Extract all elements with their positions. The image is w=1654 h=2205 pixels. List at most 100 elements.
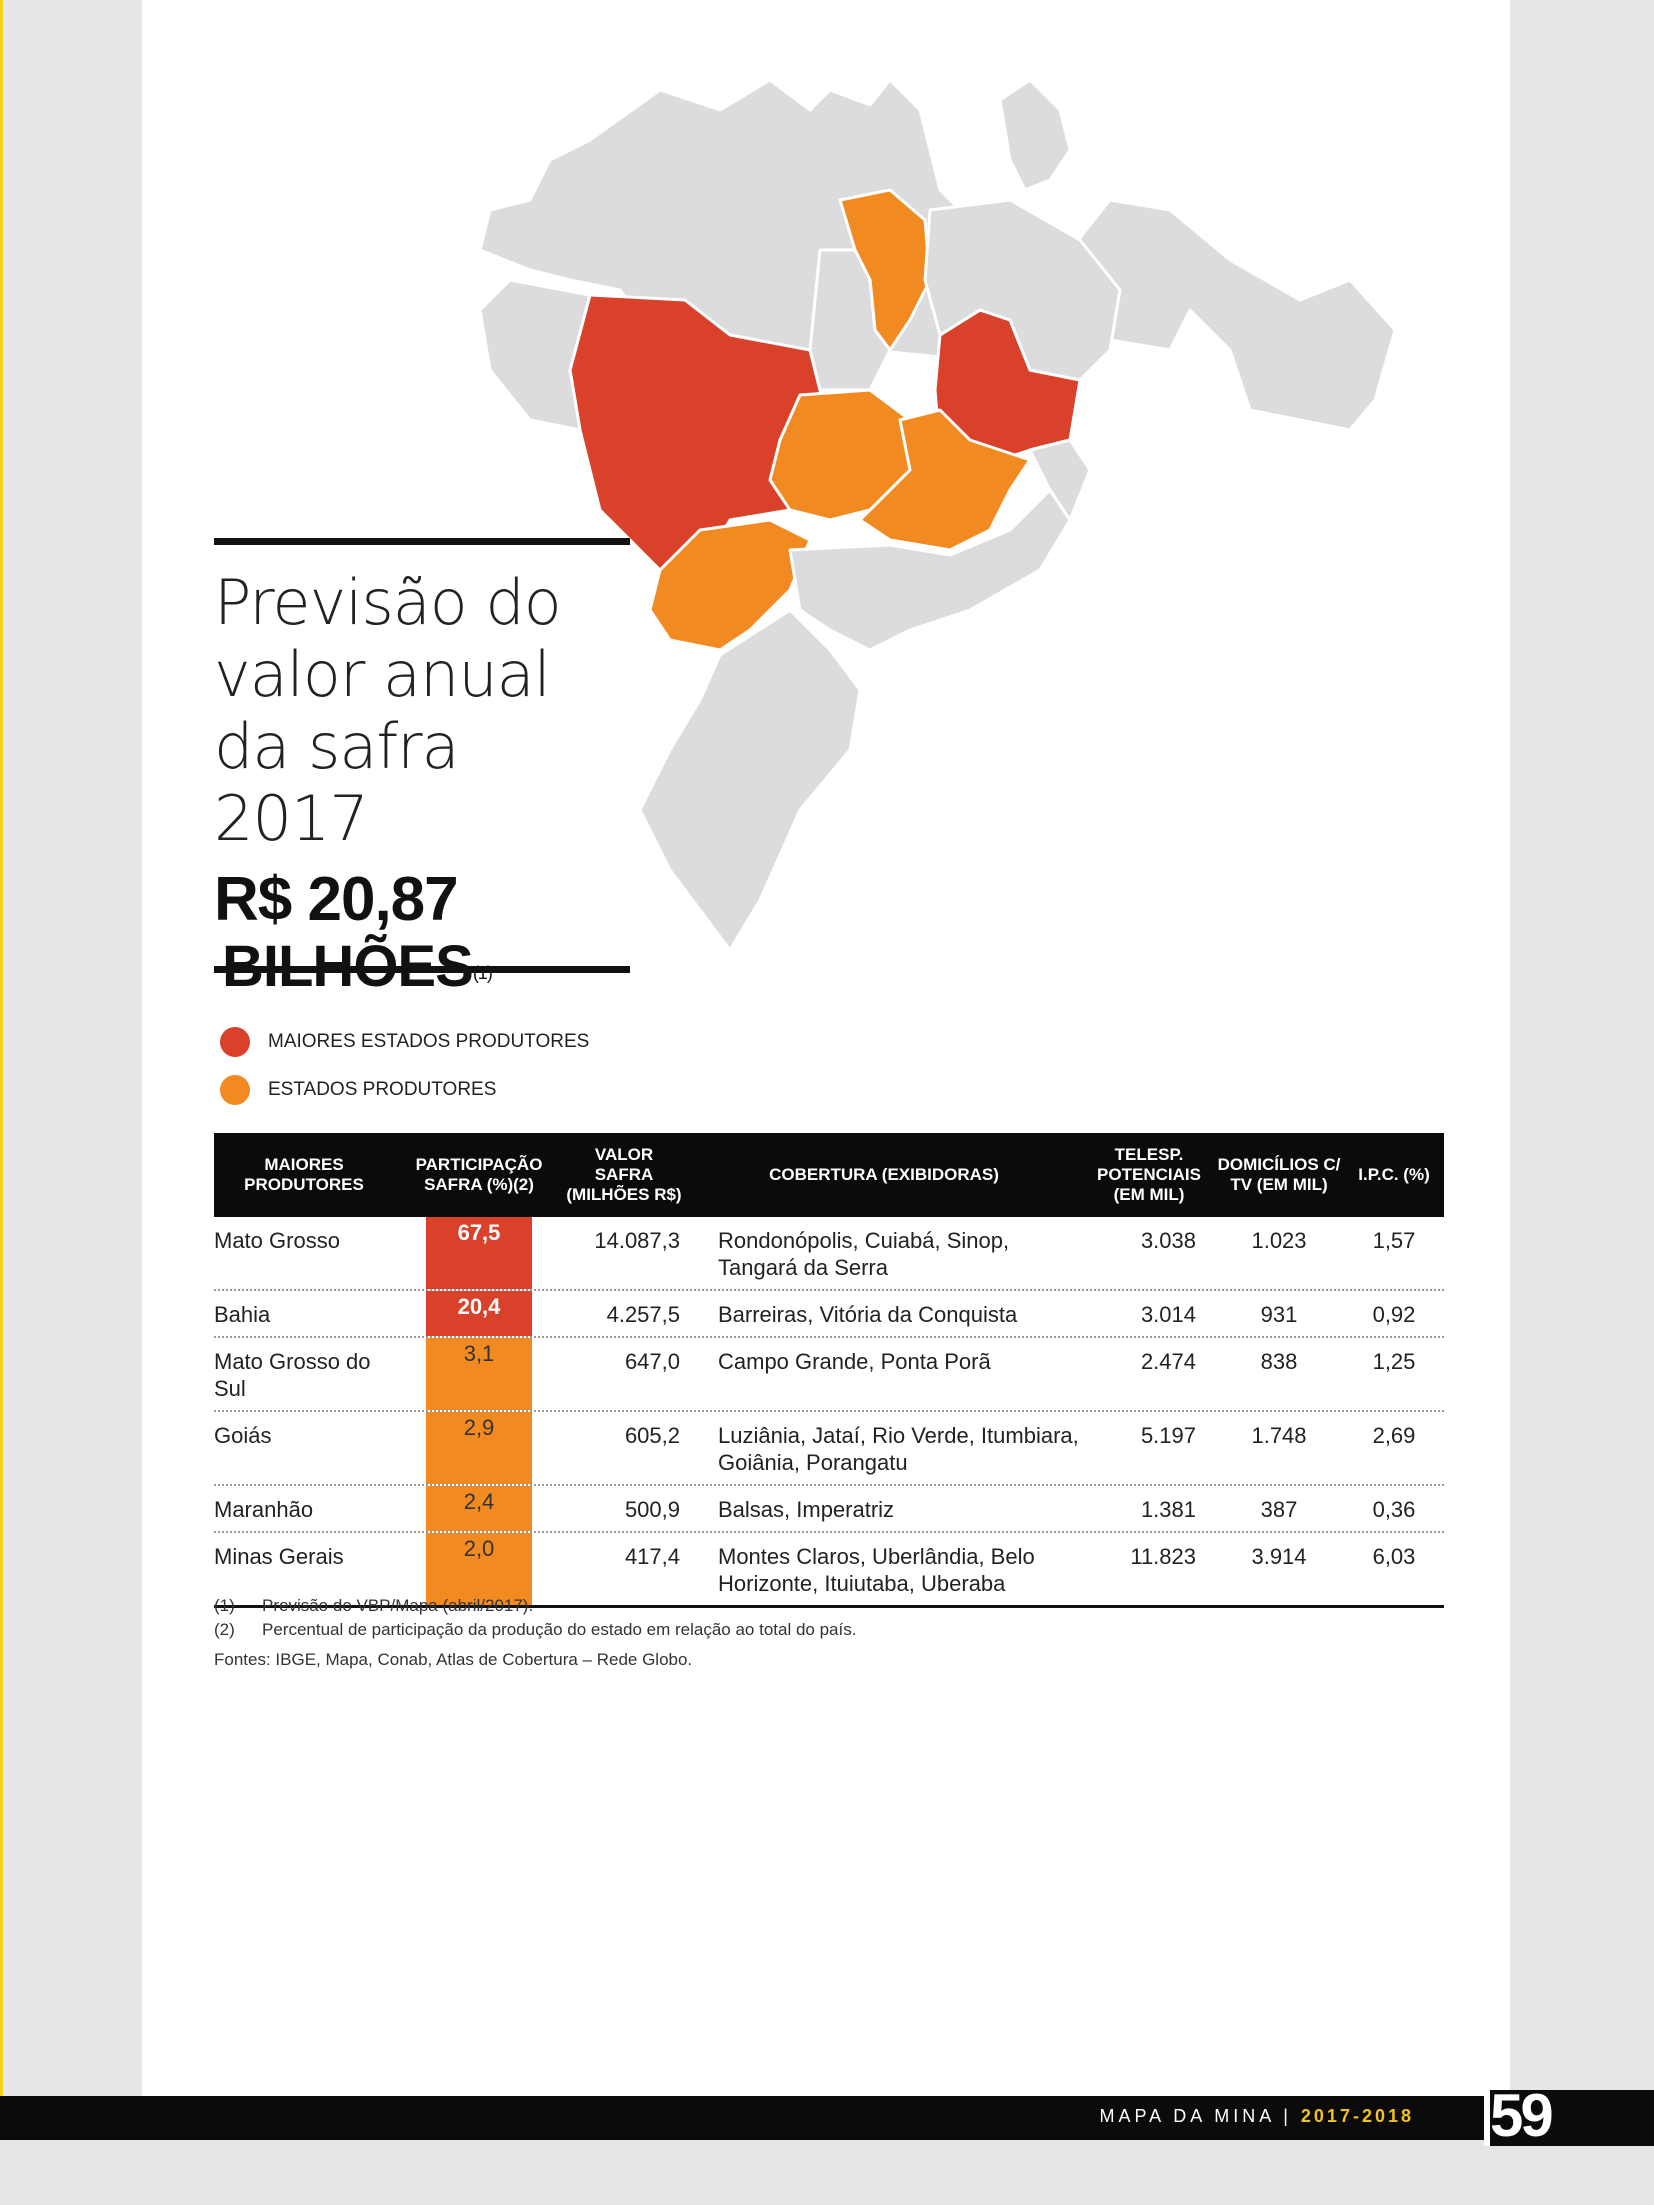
- headline-block: Previsão do valor anual da safra 2017 R$…: [214, 538, 630, 999]
- page-number-box: [1484, 2090, 1654, 2146]
- header-value: VALOR SAFRA (MILHÕES R$): [566, 1145, 682, 1204]
- cell-homes: 387: [1260, 1497, 1298, 1522]
- map-region-amapa: [998, 78, 1072, 192]
- map-region-rondonia: [478, 278, 592, 432]
- table-row: Minas Gerais 2,0 417,4 Montes Claros, Uberl…: [214, 1533, 1444, 1608]
- header-producers: MAIORES PRODUTORES: [244, 1155, 364, 1194]
- sources-note: Fontes: IBGE, Mapa, Conab, Atlas de Cobe…: [214, 1650, 693, 1669]
- table-header: MAIORES PRODUTORES PARTICIPAÇÃO SAFRA (%…: [214, 1133, 1444, 1217]
- cell-state: Mato Grosso do Sul: [214, 1349, 371, 1401]
- brazil-map: [478, 78, 1397, 952]
- share-badge: 2,0: [426, 1533, 532, 1605]
- headline-line-3: da safra 2017: [214, 710, 460, 855]
- headline-line-1: Previsão do: [214, 566, 562, 639]
- header-ipc: I.P.C. (%): [1358, 1165, 1430, 1184]
- share-badge: 2,4: [426, 1486, 532, 1531]
- legend-label-producer: ESTADOS PRODUTORES: [268, 1079, 497, 1100]
- cell-value: 647,0: [624, 1349, 680, 1374]
- cell-coverage: Balsas, Imperatriz: [718, 1497, 895, 1522]
- cell-homes: 3.914: [1251, 1544, 1307, 1569]
- cell-share: 20,4: [394, 1291, 564, 1336]
- cell-value: 605,2: [624, 1423, 680, 1448]
- header-homes: DOMICÍLIOS C/ TV (EM MIL): [1217, 1155, 1341, 1194]
- page-number: 59: [1490, 2082, 1554, 2149]
- headline-line-2: valor anual: [214, 638, 551, 711]
- cell-share: 2,4: [394, 1486, 564, 1531]
- cell-value: 14.087,3: [594, 1228, 680, 1253]
- cell-state: Minas Gerais: [214, 1544, 344, 1569]
- table-row: Mato Grosso do Sul 3,1 647,0 Campo Grande, …: [214, 1338, 1444, 1412]
- cell-share: 2,0: [394, 1533, 564, 1605]
- footnote-1: (1) Previsão do VBP/Mapa (abril/2017).: [214, 1594, 856, 1618]
- cell-ipc: 2,69: [1372, 1423, 1416, 1448]
- cell-homes: 838: [1260, 1349, 1298, 1374]
- share-badge: 3,1: [426, 1338, 532, 1410]
- footer-publication-name: MAPA DA MINA: [1099, 2106, 1275, 2126]
- cell-ipc: 0,36: [1372, 1497, 1416, 1522]
- map-legend: MAIORES ESTADOS PRODUTORES ESTADOS PRODU…: [220, 1018, 589, 1114]
- cell-coverage: Rondonópolis, Cuiabá, Sinop, Tangará da …: [718, 1228, 1010, 1280]
- cell-homes: 931: [1260, 1302, 1298, 1327]
- cell-state: Maranhão: [214, 1497, 314, 1522]
- cell-homes: 1.023: [1251, 1228, 1307, 1253]
- table-row: Maranhão 2,4 500,9 Balsas, Imperatriz 1.381 3…: [214, 1486, 1444, 1533]
- map-region-south: [638, 608, 862, 952]
- header-share: PARTICIPAÇÃO SAFRA (%)(2): [415, 1155, 543, 1194]
- cell-state: Bahia: [214, 1302, 271, 1327]
- cell-value: 4.257,5: [606, 1302, 680, 1327]
- footer-years: 2017-2018: [1300, 2106, 1414, 2126]
- cell-homes: 1.748: [1251, 1423, 1307, 1448]
- page-edge-accent: [0, 0, 3, 2096]
- share-badge: 20,4: [426, 1291, 532, 1336]
- share-badge: 67,5: [426, 1217, 532, 1289]
- cell-value: 417,4: [624, 1544, 680, 1569]
- table-row: Mato Grosso 67,5 14.087,3 Rondonópolis, Cui…: [214, 1217, 1444, 1291]
- footnote-2: (2) Percentual de participação da produçã…: [214, 1618, 856, 1642]
- map-region-tocantins: [808, 248, 892, 392]
- headline-title: Previsão do valor anual da safra 2017: [214, 567, 630, 855]
- legend-item-producer: ESTADOS PRODUTORES: [220, 1066, 589, 1114]
- legend-label-major: MAIORES ESTADOS PRODUTORES: [268, 1031, 590, 1052]
- cell-coverage: Luziânia, Jataí, Rio Verde, Itumbiara, G…: [718, 1423, 1079, 1475]
- legend-dot-major: [220, 1027, 250, 1057]
- map-region-northeast: [923, 198, 1122, 382]
- share-badge: 2,9: [426, 1412, 532, 1484]
- legend-dot-producer: [220, 1075, 250, 1105]
- table-row: Bahia 20,4 4.257,5 Barreiras, Vitória da Co…: [214, 1291, 1444, 1338]
- cell-coverage: Montes Claros, Uberlândia, Belo Horizont…: [718, 1544, 1035, 1596]
- table-body: Mato Grosso 67,5 14.087,3 Rondonópolis, Cui…: [214, 1217, 1444, 1608]
- map-region-southeast: [788, 488, 1072, 652]
- map-state-minas-gerais: [858, 408, 1032, 552]
- cell-share: 2,9: [394, 1412, 564, 1484]
- footnote-2-number: (2): [214, 1620, 235, 1639]
- producers-table: MAIORES PRODUTORES PARTICIPAÇÃO SAFRA (%…: [214, 1133, 1444, 1608]
- footer-bar: [0, 2096, 1654, 2140]
- footnote-1-number: (1): [214, 1596, 235, 1615]
- legend-item-major: MAIORES ESTADOS PRODUTORES: [220, 1018, 589, 1066]
- footnotes: (1) Previsão do VBP/Mapa (abril/2017). (2…: [214, 1594, 856, 1672]
- cell-viewers: 5.197: [1140, 1423, 1196, 1448]
- cell-coverage: Barreiras, Vitória da Conquista: [718, 1302, 1018, 1327]
- cell-state: Mato Grosso: [214, 1228, 340, 1253]
- cell-ipc: 0,92: [1372, 1302, 1416, 1327]
- headline-rule-bottom: [214, 966, 630, 973]
- header-coverage: COBERTURA (EXIBIDORAS): [769, 1165, 999, 1184]
- cell-viewers: 11.823: [1130, 1544, 1196, 1569]
- cell-coverage: Campo Grande, Ponta Porã: [718, 1349, 991, 1374]
- cell-state: Goiás: [214, 1423, 272, 1448]
- table-row: Goiás 2,9 605,2 Luziânia, Jataí, Rio Verde,…: [214, 1412, 1444, 1486]
- cell-ipc: 1,57: [1372, 1228, 1416, 1253]
- cell-ipc: 6,03: [1372, 1544, 1416, 1569]
- cell-share: 67,5: [394, 1217, 564, 1289]
- map-state-mato-grosso-do-sul: [648, 518, 812, 652]
- headline-rule-top: [214, 538, 630, 545]
- cell-viewers: 3.038: [1140, 1228, 1196, 1253]
- header-viewers: TELESP. POTENCIAIS (EM MIL): [1097, 1145, 1201, 1204]
- footnote-1-text: Previsão do VBP/Mapa (abril/2017).: [262, 1596, 534, 1615]
- footnote-2-text: Percentual de participação da produção d…: [262, 1620, 857, 1639]
- map-region-east: [1028, 438, 1092, 522]
- cell-value: 500,9: [624, 1497, 680, 1522]
- cell-ipc: 1,25: [1372, 1349, 1416, 1374]
- cell-share: 3,1: [394, 1338, 564, 1410]
- cell-viewers: 3.014: [1140, 1302, 1196, 1327]
